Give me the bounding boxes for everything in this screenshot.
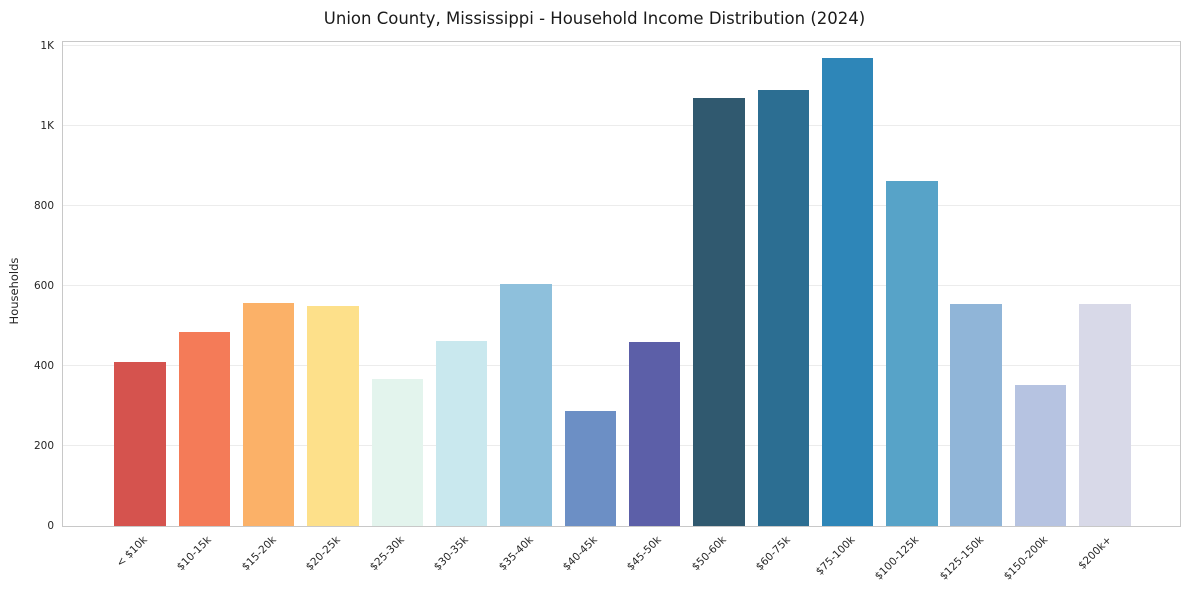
- bar-10k: [114, 362, 166, 526]
- bar-40-45k: [564, 411, 617, 526]
- gridline: [63, 445, 1180, 446]
- gridline: [63, 125, 1180, 126]
- x-tick-label: $40-45k: [560, 534, 600, 574]
- bar-20-25k: [307, 306, 359, 526]
- bar-75-100k: [821, 58, 874, 526]
- y-tick-label: 400: [33, 360, 54, 372]
- y-tick-label: 800: [33, 200, 54, 212]
- bar-200k: [1079, 304, 1131, 526]
- bar-15-20k: [243, 303, 295, 526]
- y-tick-label: 600: [33, 280, 54, 292]
- y-tick-label: 1K: [40, 120, 54, 132]
- gridline: [63, 285, 1180, 286]
- bar-25-30k: [371, 379, 424, 526]
- x-tick-label: < $10k: [114, 534, 150, 570]
- bar-60-75k: [757, 90, 809, 526]
- x-tick-label: $125-150k: [937, 534, 986, 583]
- y-tick-label: 200: [33, 440, 54, 452]
- y-tick-label: 1K: [40, 40, 54, 52]
- bar-45-50k: [628, 342, 681, 526]
- x-tick-label: $25-30k: [367, 534, 407, 574]
- bar-125-150k: [950, 304, 1002, 526]
- x-tick-label: $20-25k: [303, 534, 343, 574]
- x-tick-label: $30-35k: [432, 534, 472, 574]
- x-tick-label: $10-15k: [174, 534, 214, 574]
- x-tick-label: $150-200k: [1001, 534, 1051, 583]
- x-tick-label: $45-50k: [625, 534, 665, 574]
- bar-50-60k: [693, 98, 745, 526]
- bar-30-35k: [435, 341, 488, 526]
- x-tick-label: $15-20k: [239, 534, 279, 574]
- gridline: [63, 365, 1180, 366]
- bar-150-200k: [1014, 384, 1067, 526]
- bar-100-125k: [886, 180, 938, 526]
- x-tick-label: $75-100k: [813, 534, 858, 578]
- chart-title: Union County, Mississippi - Household In…: [323, 9, 866, 28]
- gridline: [63, 205, 1180, 206]
- plot-area: [62, 41, 1181, 527]
- y-tick-label: 0: [47, 520, 54, 532]
- x-tick-label: $100-125k: [872, 534, 922, 583]
- y-axis-label: Households: [7, 257, 21, 325]
- x-tick-label: $35-40k: [496, 534, 536, 574]
- x-tick-label: $50-60k: [689, 534, 729, 574]
- bar-35-40k: [500, 284, 552, 526]
- gridline: [63, 45, 1180, 46]
- x-tick-label: $200k+: [1076, 534, 1115, 572]
- x-tick-label: $60-75k: [753, 534, 793, 574]
- bar-10-15k: [178, 332, 231, 526]
